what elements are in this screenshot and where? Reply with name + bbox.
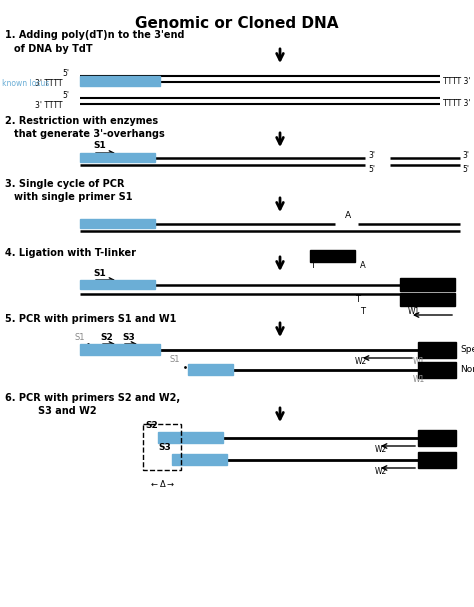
Text: 5': 5' [62,69,69,78]
Text: S1: S1 [93,268,106,277]
Bar [158,432,223,443]
Bar [188,364,233,375]
Text: 4. Ligation with T-linker: 4. Ligation with T-linker [5,248,136,258]
Text: Non-specific: Non-specific [460,365,474,375]
Text: S1: S1 [93,141,106,151]
Text: T: T [310,260,315,270]
Text: W1: W1 [413,358,425,367]
Text: W2: W2 [375,446,387,455]
Text: 5': 5' [462,164,469,174]
Text: S3: S3 [158,443,171,452]
Text: that generate 3'-overhangs: that generate 3'-overhangs [14,129,165,139]
Text: S3 and W2: S3 and W2 [38,406,97,416]
Text: T: T [360,308,365,316]
Text: S3: S3 [122,333,135,342]
Text: of DNA by TdT: of DNA by TdT [14,44,92,54]
Text: W2: W2 [375,467,387,476]
Text: S1: S1 [75,333,85,342]
Bar [172,454,227,465]
Text: W1: W1 [408,308,420,316]
Text: 5. PCR with primers S1 and W1: 5. PCR with primers S1 and W1 [5,314,176,324]
Text: 5': 5' [368,164,375,174]
Bar [80,280,155,289]
Bar [143,424,181,470]
Bar [80,76,160,86]
Text: S1: S1 [170,356,181,364]
Text: 5': 5' [62,90,69,100]
Text: A: A [360,260,366,270]
Text: 1. Adding poly(dT)n to the 3'end: 1. Adding poly(dT)n to the 3'end [5,30,184,40]
Text: TTTT 3': TTTT 3' [443,98,471,107]
Text: W1: W1 [413,376,425,384]
Text: 3': 3' [462,151,469,160]
Text: TTTT 3': TTTT 3' [443,76,471,86]
Bar [418,430,456,446]
Text: 3' TTTT: 3' TTTT [35,80,63,89]
Text: S2: S2 [145,421,158,430]
Text: 6. PCR with primers S2 and W2,: 6. PCR with primers S2 and W2, [5,393,180,403]
Text: A: A [345,211,351,220]
Bar [400,293,455,306]
Text: 3': 3' [368,151,375,160]
Text: T: T [355,296,360,305]
Bar [310,250,355,262]
Text: 3' TTTT: 3' TTTT [35,101,63,110]
Bar [418,362,456,378]
Bar [80,344,160,355]
Bar [418,452,456,468]
Text: W2: W2 [355,358,367,367]
Text: Genomic or Cloned DNA: Genomic or Cloned DNA [135,16,339,31]
Text: S2: S2 [100,333,113,342]
Bar [80,219,155,228]
Bar [80,153,155,162]
Text: 2. Restriction with enzymes: 2. Restriction with enzymes [5,116,158,126]
Text: known locus: known locus [2,80,49,89]
Text: 3. Single cycle of PCR: 3. Single cycle of PCR [5,179,125,189]
Text: Specific: Specific [460,345,474,354]
Text: with single primer S1: with single primer S1 [14,192,133,202]
Bar [400,278,455,291]
Text: $\leftarrow\Delta\rightarrow$: $\leftarrow\Delta\rightarrow$ [149,478,175,489]
Bar [418,342,456,358]
